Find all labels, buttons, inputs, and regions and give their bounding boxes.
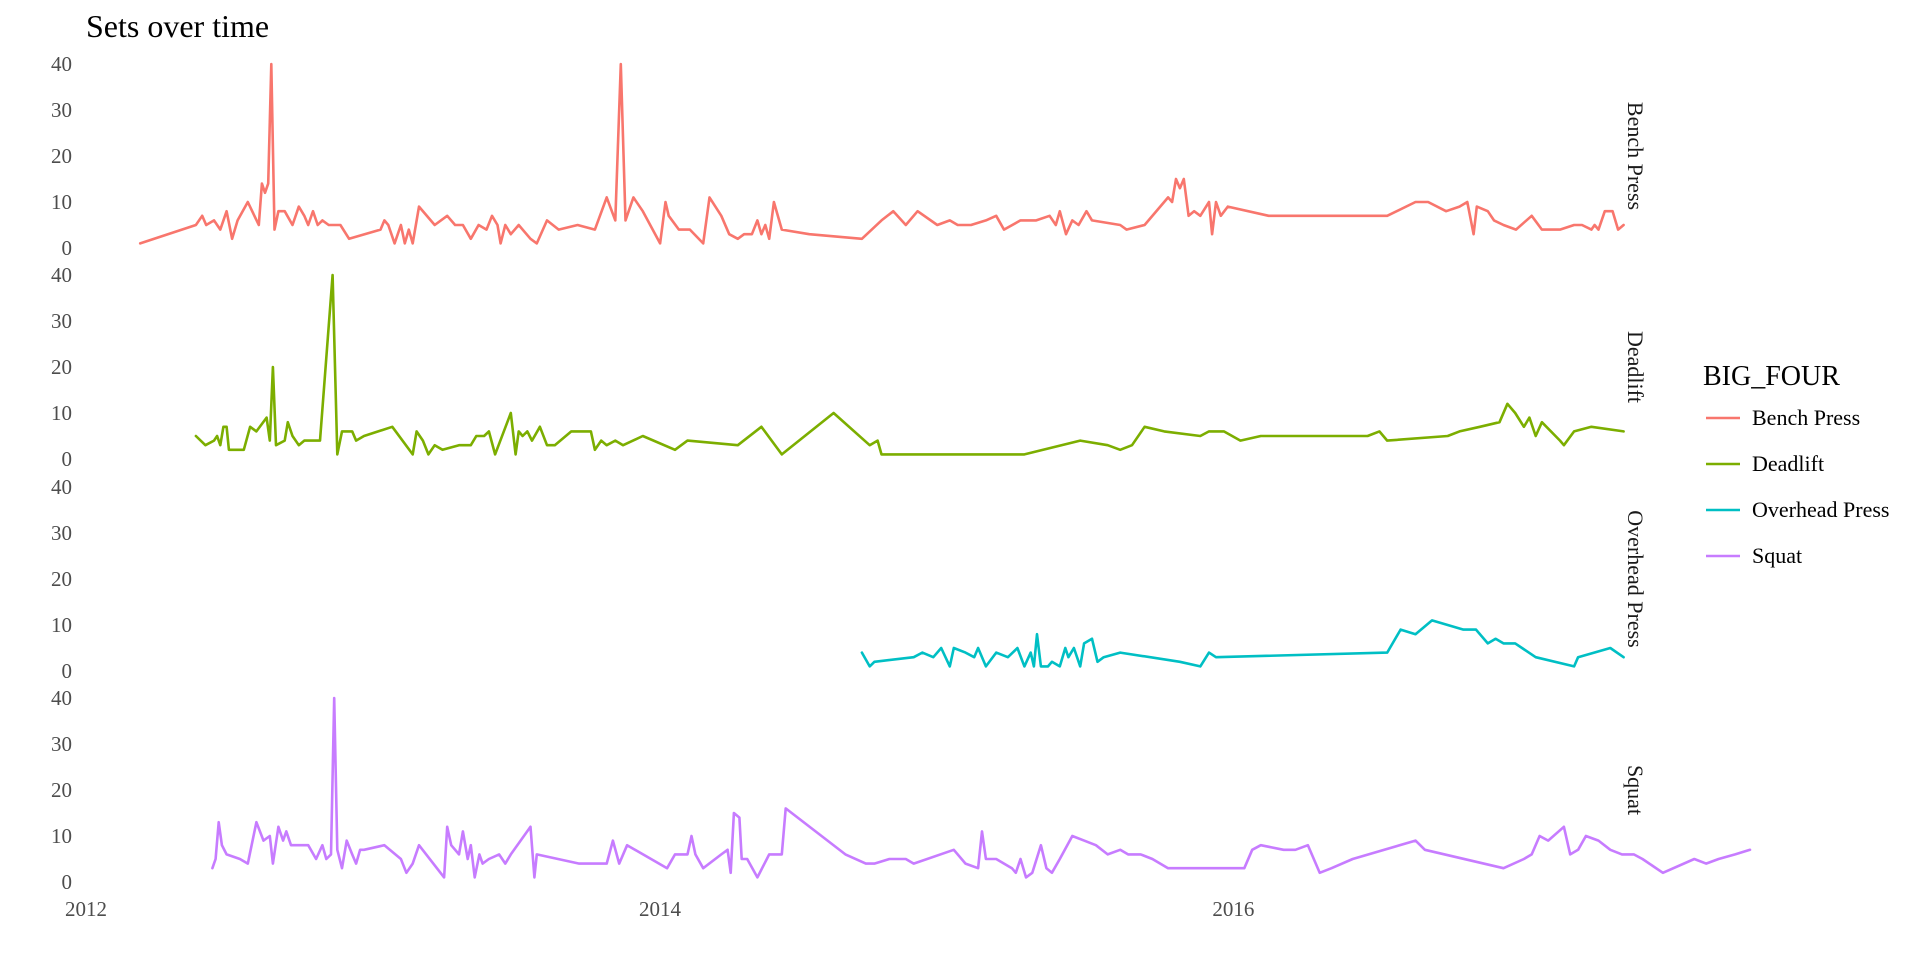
series-line-overhead-press bbox=[860, 619, 1625, 668]
y-tick-label: 10 bbox=[51, 824, 72, 848]
panel-squat: 0 10 20 30 40 Squat bbox=[51, 686, 1752, 894]
y-tick-label: 20 bbox=[51, 567, 72, 591]
y-tick-label: 30 bbox=[51, 521, 72, 545]
legend-item-bench-press: Bench Press bbox=[1706, 405, 1860, 430]
y-tick-label: 0 bbox=[62, 659, 73, 683]
y-tick-label: 20 bbox=[51, 778, 72, 802]
y-tick-label: 10 bbox=[51, 190, 72, 214]
y-tick-label: 10 bbox=[51, 613, 72, 637]
x-axis: 2012 2014 2016 bbox=[65, 897, 1254, 921]
y-tick-label: 30 bbox=[51, 309, 72, 333]
legend-item-squat: Squat bbox=[1706, 543, 1802, 568]
facet-strip-label: Squat bbox=[1623, 765, 1648, 815]
legend-label: Overhead Press bbox=[1752, 497, 1889, 522]
panel-overhead-press: 0 10 20 30 40 Overhead Press bbox=[51, 475, 1648, 683]
x-tick-label: 2014 bbox=[639, 897, 682, 921]
legend-label: Deadlift bbox=[1752, 451, 1824, 476]
facet-strip-label: Overhead Press bbox=[1623, 510, 1648, 647]
legend-label: Bench Press bbox=[1752, 405, 1860, 430]
series-line-deadlift bbox=[194, 273, 1625, 456]
panel-deadlift: 0 10 20 30 40 Deadlift bbox=[51, 263, 1648, 471]
legend-title: BIG_FOUR bbox=[1703, 361, 1840, 392]
x-tick-label: 2016 bbox=[1212, 897, 1254, 921]
y-tick-label: 30 bbox=[51, 98, 72, 122]
y-tick-label: 0 bbox=[62, 870, 73, 894]
chart-title: Sets over time bbox=[86, 8, 269, 44]
y-tick-label: 20 bbox=[51, 355, 72, 379]
y-tick-label: 20 bbox=[51, 144, 72, 168]
legend-item-deadlift: Deadlift bbox=[1706, 451, 1824, 476]
legend: BIG_FOUR Bench Press Deadlift Overhead Pre… bbox=[1703, 361, 1889, 568]
y-tick-label: 30 bbox=[51, 732, 72, 756]
y-tick-label: 0 bbox=[62, 447, 73, 471]
y-tick-label: 40 bbox=[51, 475, 72, 499]
y-tick-label: 40 bbox=[51, 686, 72, 710]
facet-strip-label: Deadlift bbox=[1623, 331, 1648, 403]
y-tick-label: 40 bbox=[51, 52, 72, 76]
legend-item-overhead-press: Overhead Press bbox=[1706, 497, 1889, 522]
y-tick-label: 0 bbox=[62, 236, 73, 260]
series-line-bench-press bbox=[138, 62, 1625, 245]
x-tick-label: 2012 bbox=[65, 897, 107, 921]
series-line-squat bbox=[211, 696, 1752, 879]
y-tick-label: 40 bbox=[51, 263, 72, 287]
panel-bench-press: 0 10 20 30 40 Bench Press bbox=[51, 52, 1648, 260]
y-tick-label: 10 bbox=[51, 401, 72, 425]
facet-panels: 0 10 20 30 40 Bench Press 0 10 20 30 40 Deadlift 0 10… bbox=[51, 52, 1752, 894]
facet-strip-label: Bench Press bbox=[1623, 102, 1648, 210]
legend-label: Squat bbox=[1752, 543, 1802, 568]
